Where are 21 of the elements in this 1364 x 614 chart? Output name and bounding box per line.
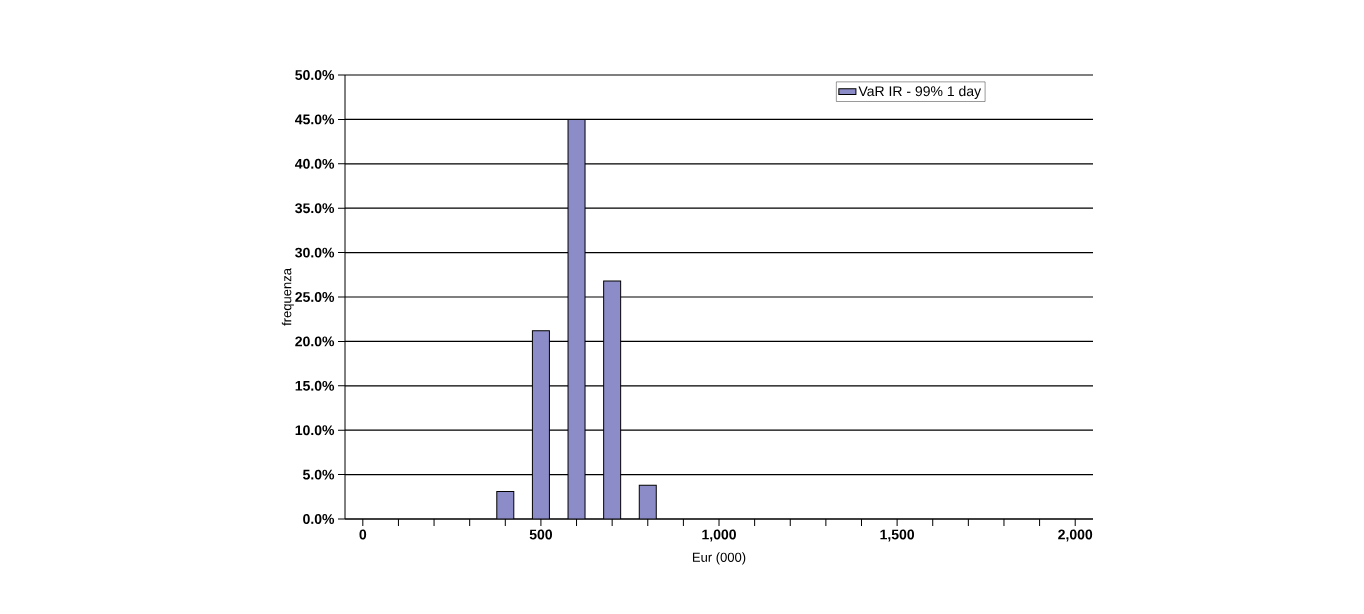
legend-label: VaR IR - 99% 1 day [858, 85, 982, 99]
x-tick-label: 0 [359, 529, 367, 540]
x-tick-label: 2,000 [1058, 529, 1093, 542]
y-tick-label: 45.0% [295, 114, 335, 125]
y-tick-label: 15.0% [295, 380, 335, 391]
y-tick-label: 10.0% [295, 425, 335, 436]
x-tick-label: 500 [529, 529, 553, 540]
y-tick-label: 0.0% [303, 514, 335, 524]
y-tick-label: 35.0% [295, 203, 335, 214]
y-tick-label: 5.0% [302, 469, 335, 480]
y-tick-label: 40.0% [295, 158, 335, 169]
y-tick-label: 30.0% [295, 247, 335, 258]
x-tick-label: 1,500 [880, 529, 915, 542]
y-tick-label: 20.0% [295, 336, 335, 347]
y-axis-title: frequenza [281, 268, 294, 326]
x-tick-label: 1,000 [702, 529, 736, 542]
bar [531, 330, 550, 519]
y-tick-label: 50.0% [295, 70, 335, 80]
y-tick-label: 25.0% [295, 292, 335, 302]
bar [603, 280, 622, 519]
x-axis-title: Eur (000) [692, 552, 746, 565]
